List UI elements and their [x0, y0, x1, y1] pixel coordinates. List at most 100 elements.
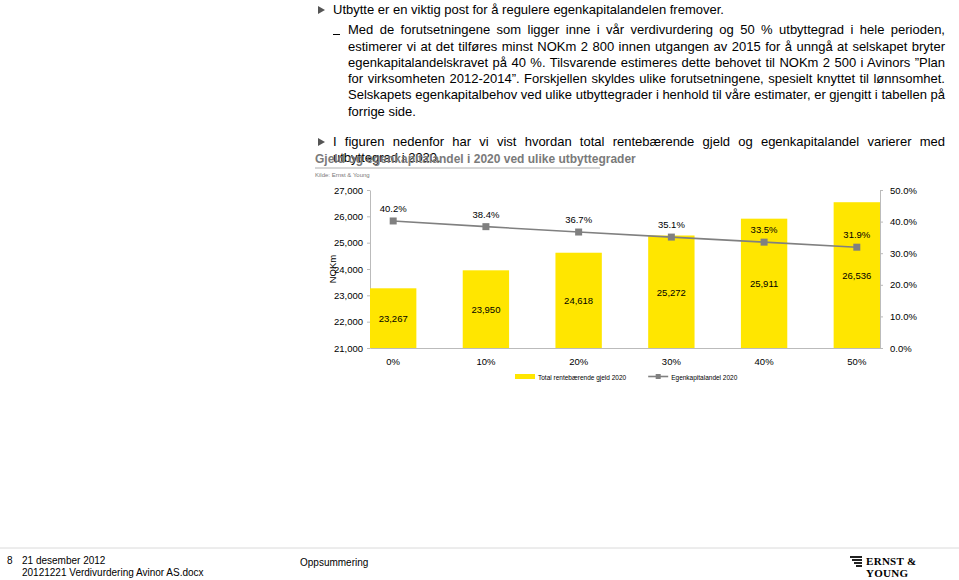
- footer-section: Oppsummering: [300, 557, 368, 568]
- x-tick: 50%: [847, 348, 867, 367]
- line: [393, 221, 857, 247]
- y2-tick-mark: [880, 285, 883, 286]
- bar-label: 25,272: [657, 287, 686, 298]
- page-number: 8: [7, 555, 13, 566]
- y-tick-mark: [367, 190, 370, 191]
- legend-label: Total rentebærende gjeld 2020: [538, 374, 627, 382]
- line-label: 36.7%: [565, 214, 592, 225]
- y2-tick-label: 40.0%: [890, 216, 917, 227]
- line-marker: [853, 244, 860, 251]
- logo-stripe: [850, 556, 862, 558]
- line-marker: [390, 217, 397, 224]
- y-axis-title: NOKm: [327, 255, 338, 284]
- legend-label: Egenkapitalandel 2020: [671, 374, 738, 382]
- y-tick-mark: [367, 295, 370, 296]
- y-tick-label: 24,000: [334, 264, 363, 275]
- chart-title: Gjeld og egenkapitalandel i 2020 ved uli…: [315, 152, 636, 166]
- y-tick: 26,000: [334, 211, 370, 222]
- dash-marker: [333, 34, 340, 35]
- footer-date: 21 desember 2012: [22, 555, 105, 566]
- logo-stripe: [852, 559, 862, 561]
- plot-marks: [370, 202, 880, 348]
- logo-stripe: [854, 562, 862, 564]
- x-tick-label: 20%: [569, 356, 589, 367]
- y2-tick-mark: [880, 316, 883, 317]
- legend: Total rentebærende gjeld 2020 Egenkapital…: [515, 374, 738, 382]
- y2-axis-line: [880, 191, 881, 349]
- legend-swatch: [515, 374, 535, 379]
- x-axis: 0% 10% 20% 30% 40% 50%: [371, 348, 881, 367]
- bar: [555, 253, 601, 348]
- bar: [648, 236, 694, 348]
- x-tick: 40%: [755, 348, 775, 367]
- bar: [370, 288, 416, 348]
- line-marker: [761, 239, 768, 246]
- x-tick-label: 30%: [662, 356, 682, 367]
- y-tick-mark: [367, 216, 370, 217]
- y2-tick: 40.0%: [880, 216, 917, 227]
- y-tick-label: 23,000: [334, 290, 363, 301]
- x-tick-label: 50%: [847, 356, 867, 367]
- x-tick-label: 0%: [386, 356, 400, 367]
- bar-label: 23,950: [471, 304, 500, 315]
- bar: [834, 202, 880, 348]
- y2-tick: 10.0%: [880, 311, 917, 322]
- logo-stripe: [856, 565, 862, 567]
- y2-tick-label: 20.0%: [890, 279, 917, 290]
- bar-label: 26,536: [842, 270, 871, 281]
- bar-label: 23,267: [379, 313, 408, 324]
- x-tick-label: 10%: [476, 356, 496, 367]
- chart-source: Kilde: Ernst & Young: [315, 172, 370, 178]
- y-tick: 25,000: [334, 237, 370, 248]
- line-label: 31.9%: [843, 229, 870, 240]
- line-label: 35.1%: [658, 219, 685, 230]
- y2-axis: 0.0% 10.0% 20.0% 30.0% 40.0% 50.0%: [880, 185, 917, 354]
- line-marker: [668, 234, 675, 241]
- y2-tick: 20.0%: [880, 279, 917, 290]
- line-label: 40.2%: [380, 203, 407, 214]
- y-tick-mark: [367, 322, 370, 323]
- y-tick-label: 22,000: [334, 316, 363, 327]
- y-tick-mark: [367, 243, 370, 244]
- bullet-marker: [318, 6, 325, 14]
- x-tick-label: 40%: [755, 356, 775, 367]
- line-marker: [482, 223, 489, 230]
- x-tick: 30%: [662, 348, 682, 367]
- bullet-text: Utbytte er en viktig post for å regulere…: [333, 2, 945, 18]
- x-tick: 10%: [476, 348, 496, 367]
- y2-tick-mark: [880, 253, 883, 254]
- y2-tick-label: 30.0%: [890, 248, 917, 259]
- line-marker: [575, 229, 582, 236]
- y-tick: 22,000: [334, 316, 370, 327]
- y-tick-label: 26,000: [334, 211, 363, 222]
- title-rule: [315, 168, 600, 169]
- y-tick: 23,000: [334, 290, 370, 301]
- y-tick-label: 25,000: [334, 237, 363, 248]
- y-tick: 27,000: [334, 185, 370, 196]
- line-label: 38.4%: [472, 209, 499, 220]
- y2-tick: 50.0%: [880, 185, 917, 196]
- y2-tick-mark: [880, 190, 883, 191]
- bar-label: 24,618: [564, 295, 593, 306]
- footer-logo: ERNST & YOUNG: [866, 555, 959, 579]
- x-tick: 0%: [386, 348, 400, 367]
- y2-tick-label: 0.0%: [890, 343, 912, 354]
- y-tick-mark: [367, 348, 370, 349]
- y-tick-mark: [367, 269, 370, 270]
- y2-tick: 0.0%: [880, 343, 912, 354]
- y-axis: 21,000 22,000 23,000 24,000 25,000 26,000 27,0…: [334, 185, 371, 354]
- y2-tick-label: 50.0%: [890, 185, 917, 196]
- legend-marker: [656, 374, 661, 379]
- bar-label: 25,911: [750, 278, 778, 289]
- y2-tick-mark: [880, 222, 883, 223]
- footer-rule: [0, 548, 959, 549]
- y-tick: 24,000: [334, 264, 370, 275]
- bullet-marker: [318, 138, 325, 146]
- x-tick: 20%: [569, 348, 589, 367]
- data-labels: 23,267 23,950 24,618 25,272 25,911 26,536 40.2…: [379, 203, 872, 324]
- footer-file: 20121221 Verdivurdering Avinor AS.docx: [22, 567, 204, 578]
- line-label: 33.5%: [751, 224, 778, 235]
- y2-tick: 30.0%: [880, 248, 917, 259]
- x-axis-line: [371, 348, 881, 349]
- y-tick: 21,000: [334, 343, 370, 354]
